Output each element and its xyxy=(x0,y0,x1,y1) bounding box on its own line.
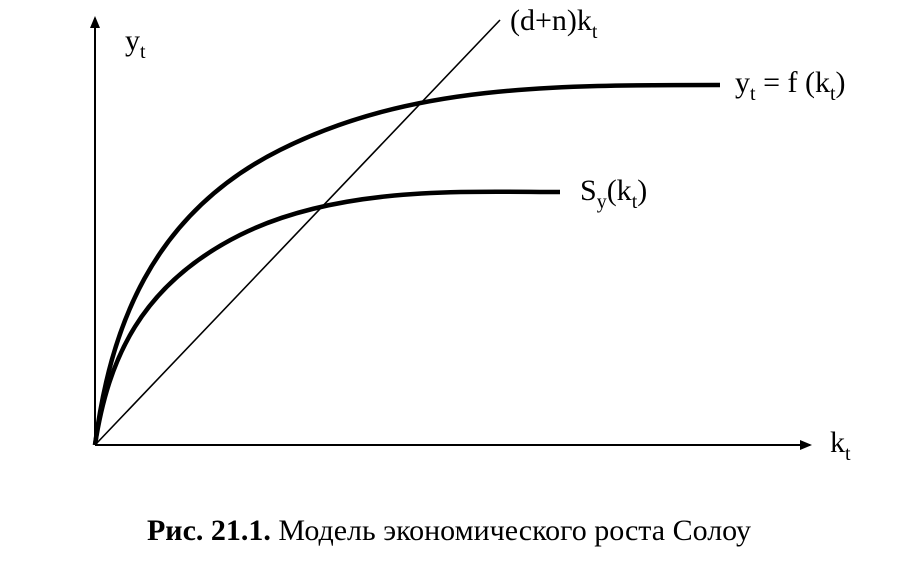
s-sub: y xyxy=(597,191,607,213)
caption-text: Модель экономического роста Солоу xyxy=(271,514,751,547)
s-open: (k xyxy=(607,174,632,207)
dn-line-label: (d+n)kt xyxy=(510,4,598,43)
y-axis-label-main: y xyxy=(125,24,140,57)
caption-prefix: Рис. 21.1. xyxy=(147,514,271,547)
y-axis-label-sub: t xyxy=(140,41,146,63)
saving-curve-label: Sy(kt) xyxy=(580,174,647,213)
x-axis-label-sub: t xyxy=(845,443,851,465)
figure-caption: Рис. 21.1. Модель экономического роста С… xyxy=(0,514,898,548)
saving-curve xyxy=(95,192,560,445)
depreciation-line xyxy=(95,20,500,445)
f-eq: = f (k xyxy=(756,66,830,99)
x-axis-label: kt xyxy=(830,426,851,465)
production-curve-label: yt = f (kt) xyxy=(735,66,846,105)
s-close: ) xyxy=(637,174,647,207)
solow-diagram: yt kt (d+n)kt yt = f (kt) Sy(kt) xyxy=(0,0,898,500)
y-axis-label: yt xyxy=(125,24,146,63)
dn-line-label-sub: t xyxy=(592,21,598,43)
dn-line-label-main: (d+n)k xyxy=(510,4,592,37)
s-main: S xyxy=(580,174,597,207)
figure-container: yt kt (d+n)kt yt = f (kt) Sy(kt) Рис. 21… xyxy=(0,0,898,562)
f-close: ) xyxy=(836,66,846,99)
x-axis-label-main: k xyxy=(830,426,845,459)
f-lhs: y xyxy=(735,66,750,99)
